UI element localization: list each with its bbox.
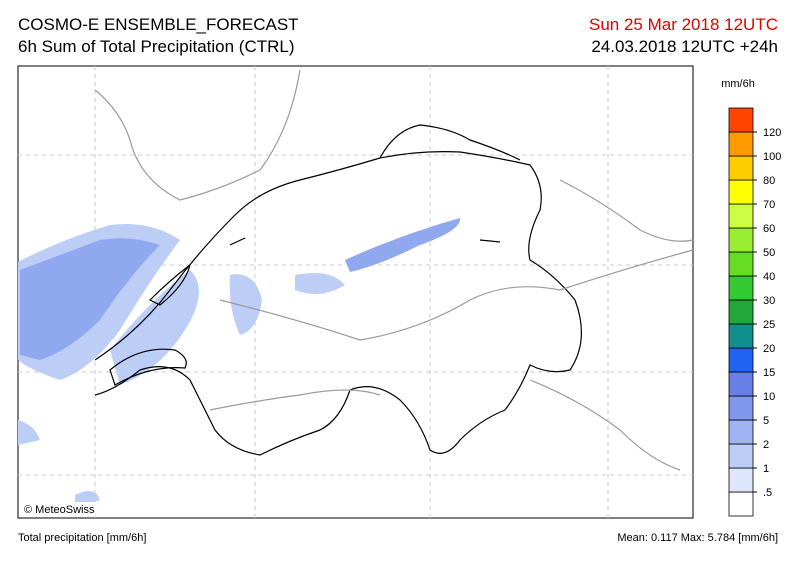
color-box <box>728 491 754 517</box>
legend-label: 100 <box>763 151 781 163</box>
color-box <box>728 227 754 253</box>
color-box <box>728 251 754 277</box>
legend-label: 5 <box>763 415 769 427</box>
legend-label: 60 <box>763 223 775 235</box>
title: COSMO-E ENSEMBLE_FORECAST <box>18 15 299 34</box>
subtitle: 6h Sum of Total Precipitation (CTRL) <box>18 37 295 56</box>
color-box <box>728 347 754 373</box>
valid-time: Sun 25 Mar 2018 12UTC <box>589 15 778 34</box>
max-value: 5.784 <box>708 532 736 544</box>
legend-label: 10 <box>763 391 775 403</box>
legend-label: 1 <box>763 463 769 475</box>
legend-label: 2 <box>763 439 769 451</box>
max-label: Max: <box>681 532 705 544</box>
footer-label: Total precipitation [mm/6h] <box>18 532 146 544</box>
color-box <box>728 203 754 229</box>
color-box <box>728 395 754 421</box>
precipitation <box>18 218 461 504</box>
legend-label: 70 <box>763 199 775 211</box>
footer-stats: Mean: 0.117 Max: 5.784 [mm/6h] <box>617 532 778 544</box>
color-box <box>728 131 754 157</box>
mean-label: Mean: <box>617 532 648 544</box>
color-box <box>728 371 754 397</box>
legend-label: 50 <box>763 247 775 259</box>
copyright: © MeteoSwiss <box>24 504 95 516</box>
legend-unit: mm/6h <box>721 78 755 90</box>
color-box <box>728 275 754 301</box>
legend-label: 30 <box>763 295 775 307</box>
color-box <box>728 155 754 181</box>
color-box <box>728 467 754 493</box>
color-box <box>728 107 754 133</box>
legend-label: 120 <box>763 127 781 139</box>
run-time: 24.03.2018 12UTC +24h <box>591 37 778 56</box>
legend-label: 15 <box>763 367 775 379</box>
legend-label: 80 <box>763 175 775 187</box>
legend-label: 40 <box>763 271 775 283</box>
footer-unit: [mm/6h] <box>738 532 778 544</box>
color-box <box>728 443 754 469</box>
legend-label: 25 <box>763 319 775 331</box>
legend-label: .5 <box>763 487 772 499</box>
color-box <box>728 419 754 445</box>
map: © MeteoSwiss <box>17 65 694 519</box>
legend-label: 20 <box>763 343 775 355</box>
regions <box>94 69 694 471</box>
color-box <box>728 179 754 205</box>
borders <box>94 124 583 456</box>
color-box <box>728 323 754 349</box>
mean-value: 0.117 <box>651 532 678 544</box>
color-box <box>728 299 754 325</box>
